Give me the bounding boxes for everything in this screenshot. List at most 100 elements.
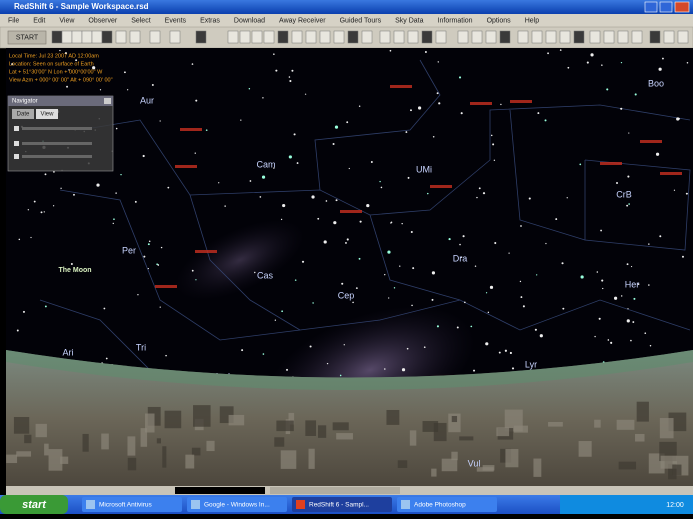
star — [587, 62, 589, 64]
menu-item[interactable]: Observer — [88, 17, 117, 24]
constellation-label[interactable]: Boo — [648, 78, 664, 88]
constellation-label[interactable]: Per — [122, 245, 136, 255]
expand-box[interactable] — [14, 126, 19, 131]
star — [45, 173, 47, 175]
landscape-detail — [309, 449, 315, 469]
toolbar-button[interactable] — [252, 31, 262, 43]
star — [286, 369, 288, 371]
star — [148, 268, 149, 269]
constellation-label[interactable]: Tri — [136, 342, 146, 352]
toolbar-button[interactable] — [52, 31, 62, 43]
star — [341, 283, 343, 285]
toolbar-button[interactable] — [102, 31, 112, 43]
toolbar-button[interactable] — [348, 31, 358, 43]
toolbar-button[interactable] — [264, 31, 274, 43]
constellation-label[interactable]: Lyr — [525, 359, 537, 369]
toolbar-button[interactable] — [458, 31, 468, 43]
toolbar-button[interactable] — [320, 31, 330, 43]
toolbar-button[interactable] — [422, 31, 432, 43]
toolbar-button[interactable] — [62, 31, 72, 43]
menu-item[interactable]: Away Receiver — [279, 17, 326, 24]
constellation-label[interactable]: Ari — [63, 347, 74, 357]
toolbar-button[interactable] — [546, 31, 556, 43]
menu-item[interactable]: Guided Tours — [340, 17, 382, 24]
toolbar-button[interactable] — [618, 31, 628, 43]
star — [106, 358, 108, 360]
star — [628, 132, 629, 133]
toolbar-button[interactable] — [196, 31, 206, 43]
toolbar-button[interactable] — [664, 31, 674, 43]
constellation-label[interactable]: UMi — [416, 164, 432, 174]
toolbar-button[interactable] — [518, 31, 528, 43]
star-name-marker — [195, 250, 217, 253]
star — [438, 102, 440, 104]
menu-item[interactable]: Sky Data — [395, 17, 424, 24]
toolbar-button[interactable] — [72, 31, 82, 43]
constellation-label[interactable]: Her — [625, 279, 640, 289]
menu-item[interactable]: View — [59, 17, 75, 24]
menu-item[interactable]: Help — [525, 17, 540, 24]
maximize-button[interactable] — [660, 2, 672, 12]
toolbar-button[interactable] — [362, 31, 372, 43]
menu-item[interactable]: Edit — [33, 17, 45, 24]
constellation-label[interactable]: Vul — [468, 458, 481, 468]
toolbar-button[interactable] — [574, 31, 584, 43]
menu-item[interactable]: Options — [487, 17, 512, 24]
menu-item[interactable]: Extras — [200, 17, 220, 24]
minimize-button[interactable] — [645, 2, 657, 12]
menu-item[interactable]: Events — [165, 17, 187, 24]
menu-item[interactable]: Select — [131, 17, 151, 24]
toolbar-button[interactable] — [408, 31, 418, 43]
toolbar-button[interactable] — [632, 31, 642, 43]
moon-label[interactable]: The Moon — [58, 267, 91, 274]
toolbar-button[interactable] — [306, 31, 316, 43]
toolbar-button[interactable] — [228, 31, 238, 43]
constellation-label[interactable]: Aur — [140, 95, 154, 105]
toolbar-button[interactable] — [394, 31, 404, 43]
landscape-detail — [496, 427, 509, 436]
landscape-detail — [127, 436, 135, 455]
constellation-label[interactable]: Cam — [256, 159, 275, 169]
expand-box[interactable] — [14, 141, 19, 146]
toolbar-button[interactable] — [486, 31, 496, 43]
toolbar-button[interactable] — [82, 31, 92, 43]
menu-item[interactable]: Download — [234, 17, 265, 24]
toolbar-button[interactable] — [170, 31, 180, 43]
toolbar-button[interactable] — [472, 31, 482, 43]
toolbar-button[interactable] — [650, 31, 660, 43]
toolbar-button[interactable] — [500, 31, 510, 43]
menu-item[interactable]: File — [8, 17, 19, 24]
toolbar-button[interactable] — [92, 31, 102, 43]
toolbar-button[interactable] — [150, 31, 160, 43]
toolbar-button[interactable] — [334, 31, 344, 43]
toolbar-button[interactable] — [532, 31, 542, 43]
toolbar-button[interactable] — [560, 31, 570, 43]
toolbar-button[interactable] — [116, 31, 126, 43]
star — [483, 192, 485, 194]
toolbar-button[interactable] — [436, 31, 446, 43]
star — [326, 200, 328, 202]
star — [682, 256, 684, 258]
toolbar-button[interactable] — [278, 31, 288, 43]
navigator-close[interactable] — [104, 98, 111, 104]
star — [635, 93, 637, 95]
constellation-label[interactable]: Cep — [338, 290, 355, 300]
star — [408, 177, 410, 179]
star — [206, 129, 208, 131]
close-button[interactable] — [675, 2, 689, 12]
star — [659, 235, 661, 237]
expand-box[interactable] — [14, 154, 19, 159]
toolbar-button[interactable] — [130, 31, 140, 43]
toolbar-button[interactable] — [240, 31, 250, 43]
constellation-label[interactable]: Dra — [453, 253, 468, 263]
toolbar-button[interactable] — [678, 31, 688, 43]
constellation-label[interactable]: CrB — [616, 189, 632, 199]
toolbar-button[interactable] — [292, 31, 302, 43]
toolbar-button[interactable] — [604, 31, 614, 43]
star — [500, 104, 501, 105]
menu-item[interactable]: Information — [438, 17, 473, 24]
constellation-label[interactable]: Cas — [257, 270, 274, 280]
toolbar-button[interactable] — [590, 31, 600, 43]
toolbar-button[interactable] — [380, 31, 390, 43]
star — [53, 205, 54, 206]
